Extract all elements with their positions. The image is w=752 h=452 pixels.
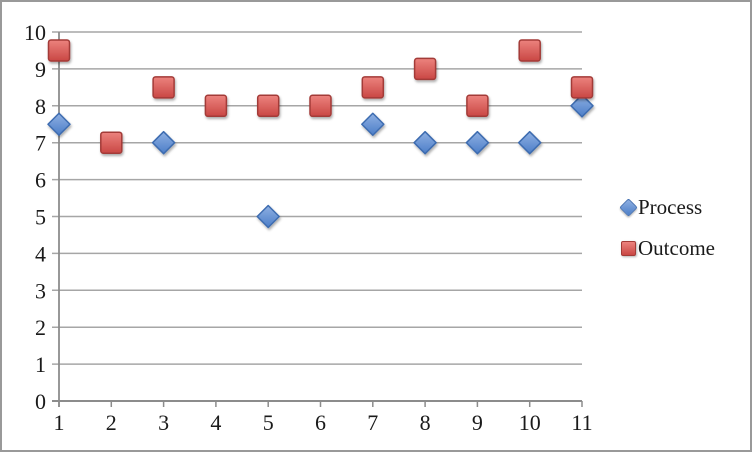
outcome-point xyxy=(518,39,541,62)
legend-item-outcome: Outcome xyxy=(620,236,715,260)
y-axis-tick-labels: 0 1 2 3 4 5 6 7 8 9 10 xyxy=(24,20,46,414)
y-tick-label: 9 xyxy=(35,57,46,82)
x-tick-label: 5 xyxy=(263,410,274,435)
outcome-point xyxy=(204,94,228,118)
y-tick-label: 2 xyxy=(35,315,46,340)
y-tick-label: 3 xyxy=(35,278,46,303)
legend-label-process: Process xyxy=(638,194,703,219)
gridlines xyxy=(52,31,582,402)
y-tick-label: 10 xyxy=(24,20,46,45)
outcome-point xyxy=(152,76,175,99)
process-point xyxy=(256,204,280,229)
process-point xyxy=(151,130,176,155)
y-tick-label: 0 xyxy=(35,389,46,414)
process-point xyxy=(517,130,542,155)
process-point xyxy=(570,94,594,118)
legend: Process Outcome xyxy=(619,194,715,260)
x-tick-label: 6 xyxy=(315,410,326,435)
axes xyxy=(58,32,583,407)
y-tick-label: 4 xyxy=(35,241,46,266)
outcome-point xyxy=(570,76,594,99)
x-tick-label: 7 xyxy=(367,410,378,435)
legend-label-outcome: Outcome xyxy=(638,235,715,260)
x-tick-label: 11 xyxy=(571,410,592,435)
outcome-point xyxy=(413,57,437,81)
y-tick-label: 8 xyxy=(35,94,46,119)
process-diamond-icon xyxy=(619,197,638,217)
outcome-square-icon xyxy=(621,240,636,256)
x-tick-label: 10 xyxy=(519,410,541,435)
x-tick-label: 4 xyxy=(210,410,221,435)
outcome-point xyxy=(466,94,489,118)
data-markers xyxy=(47,39,594,229)
x-tick-label: 9 xyxy=(472,410,483,435)
legend-item-process: Process xyxy=(619,194,715,219)
x-axis-tick-labels: 1 2 3 4 5 6 7 8 9 10 11 xyxy=(54,410,593,435)
y-tick-label: 7 xyxy=(35,131,46,156)
outcome-point xyxy=(256,94,280,118)
outcome-point xyxy=(309,94,332,118)
y-tick-label: 6 xyxy=(35,168,46,193)
outcome-point xyxy=(100,131,123,154)
x-tick-label: 8 xyxy=(420,410,431,435)
process-point xyxy=(47,112,71,136)
y-tick-label: 5 xyxy=(35,205,46,230)
y-tick-label: 1 xyxy=(35,352,46,377)
process-point xyxy=(465,130,490,155)
x-tick-label: 1 xyxy=(54,410,65,435)
process-point xyxy=(361,112,385,136)
process-point xyxy=(413,130,437,155)
outcome-point xyxy=(361,76,385,99)
outcome-point xyxy=(47,39,71,62)
x-tick-label: 2 xyxy=(106,410,117,435)
x-tick-label: 3 xyxy=(158,410,169,435)
